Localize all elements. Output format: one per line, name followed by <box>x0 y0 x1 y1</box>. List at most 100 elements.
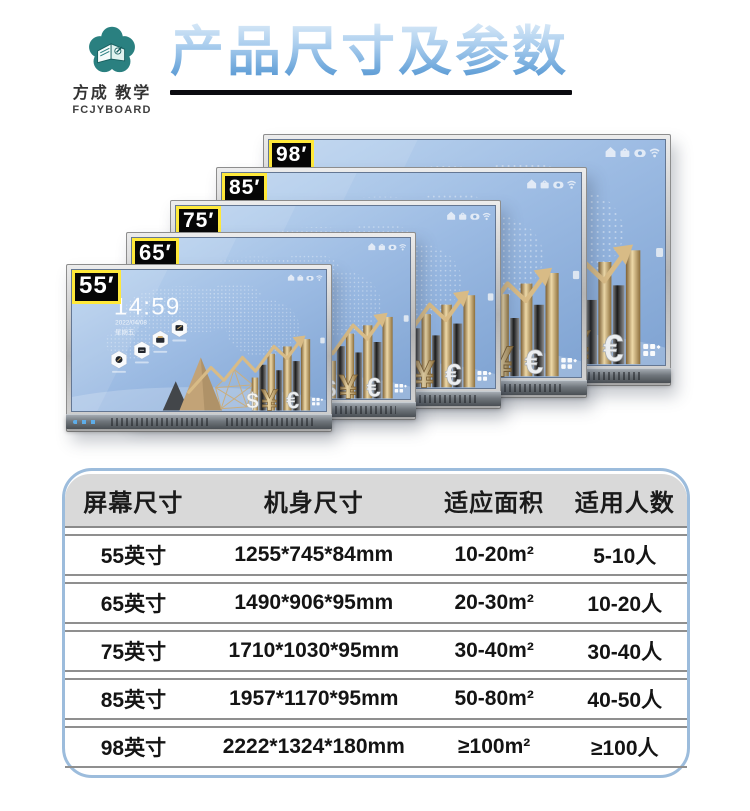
wifi-icon <box>399 244 407 251</box>
open-book-icon <box>97 43 126 64</box>
tan-pyramid <box>179 357 223 411</box>
currency-symbols: $ ¥ € <box>246 383 300 411</box>
svg-text:14:59: 14:59 <box>114 294 181 321</box>
side-button <box>572 270 580 280</box>
brand-name-cn: 方成 教学 <box>72 85 152 102</box>
column-header: 适用人数 <box>574 489 675 517</box>
wifi-icon <box>649 148 660 158</box>
table-cell: 10-20人 <box>587 593 663 616</box>
gold-bars <box>328 316 393 399</box>
side-button <box>487 293 494 301</box>
table-cell: 55英寸 <box>100 545 167 568</box>
dark-pyramid <box>162 381 189 411</box>
brand-name-en: FCJYBOARD <box>72 104 152 116</box>
status-icons <box>527 179 577 189</box>
app-grid-icon <box>312 397 324 406</box>
table-cell: 10-20m² <box>454 543 534 566</box>
svg-text:€: € <box>525 343 544 377</box>
svg-text:星期五: 星期五 <box>115 329 134 337</box>
table-cell: 40-50人 <box>587 689 663 712</box>
app-grid-icon <box>561 357 577 369</box>
trend-arrow <box>187 339 302 394</box>
gold-bars <box>251 339 311 411</box>
table-row: 65英寸 1490*906*95mm 20-30m² 10-20人 <box>65 582 687 624</box>
display-speaker-bar <box>66 414 332 429</box>
svg-text:2022/04/08: 2022/04/08 <box>115 320 147 327</box>
table-row: 75英寸 1710*1030*95mm 30-40m² 30-40人 <box>65 630 687 672</box>
side-button <box>403 315 409 322</box>
table-cell: 1710*1030*95mm <box>228 639 400 662</box>
wifi-icon <box>316 275 323 281</box>
side-button <box>320 337 325 344</box>
bag-icon <box>540 180 549 189</box>
table-row: 85英寸 1957*1170*95mm 50-80m² 40-50人 <box>65 678 687 720</box>
column-header: 适应面积 <box>444 489 545 517</box>
table-cell: ≥100m² <box>458 735 531 758</box>
table-cell: ≥100人 <box>590 737 659 760</box>
camera-icon <box>634 149 646 157</box>
home-icon <box>287 274 295 281</box>
title-underline <box>170 89 572 95</box>
spec-table: 屏幕尺寸 机身尺寸 适应面积 适用人数 55英寸 1255*745*84mm 10-… <box>62 468 690 778</box>
svg-text:€: € <box>366 372 381 399</box>
table-cell: 30-40人 <box>587 641 663 664</box>
table-cell: 85英寸 <box>100 689 167 712</box>
home-icon <box>368 243 376 251</box>
svg-text:$: $ <box>246 389 258 411</box>
camera-icon <box>306 275 314 281</box>
column-header: 机身尺寸 <box>263 489 364 517</box>
spec-table-body: 55英寸 1255*745*84mm 10-20m² 5-10人 65英寸 1490*90… <box>65 534 687 768</box>
table-cell: 98英寸 <box>100 737 167 760</box>
svg-text:¥: ¥ <box>413 353 435 388</box>
table-header-row: 屏幕尺寸 机身尺寸 适应面积 适用人数 <box>65 474 687 528</box>
status-icons <box>605 147 660 158</box>
svg-text:€: € <box>445 358 462 388</box>
display-55-inch: 14:59 2022/04/08 星期五 <box>66 264 332 432</box>
svg-text:€: € <box>603 328 624 365</box>
table-cell: 30-40m² <box>454 639 534 662</box>
title-block: 产品尺寸及参数 <box>170 20 580 95</box>
status-icons <box>287 274 323 281</box>
camera-icon <box>388 244 397 251</box>
table-cell: 1957*1170*95mm <box>229 687 399 710</box>
table-cell: 20-30m² <box>454 591 534 614</box>
wifi-icon <box>567 180 577 189</box>
bag-icon <box>297 275 304 281</box>
table-cell: 75英寸 <box>100 641 167 664</box>
app-grid-icon <box>643 344 661 356</box>
svg-text:€: € <box>286 388 299 411</box>
camera-icon <box>553 181 564 189</box>
table-cell: 1490*906*95mm <box>234 591 394 614</box>
app-grid-icon <box>477 371 492 381</box>
table-cell: 65英寸 <box>100 593 167 616</box>
table-cell: 2222*1324*180mm <box>222 735 405 758</box>
app-hexagon-icons <box>110 319 188 373</box>
bag-icon <box>620 148 630 157</box>
display-size-label: 75′ <box>176 206 222 237</box>
table-cell: 1255*745*84mm <box>234 543 394 566</box>
display-size-label: 55′ <box>72 270 122 304</box>
home-icon <box>605 147 616 157</box>
status-icons <box>368 243 407 251</box>
table-cell: 50-80m² <box>454 687 534 710</box>
column-header: 屏幕尺寸 <box>83 489 184 517</box>
brand-flower-icon <box>89 26 135 73</box>
table-row: 98英寸 2222*1324*180mm ≥100m² ≥100人 <box>65 726 687 768</box>
display-size-label: 85′ <box>222 173 268 204</box>
table-cell: 5-10人 <box>593 545 657 568</box>
side-button <box>656 248 664 257</box>
camera-icon <box>470 213 480 220</box>
page-title: 产品尺寸及参数 <box>170 20 580 85</box>
clock-widget: 14:59 2022/04/08 星期五 <box>114 294 181 337</box>
wifi-icon <box>482 212 491 221</box>
bag-icon <box>459 212 467 220</box>
indicator-leds <box>73 420 97 424</box>
status-icons <box>447 211 491 221</box>
home-icon <box>527 179 537 189</box>
finance-chart-graphic: $ ¥ € <box>162 335 311 411</box>
svg-text:¥: ¥ <box>339 368 358 399</box>
brand-logo: 方成 教学 FCJYBOARD <box>56 24 168 116</box>
app-grid-icon <box>394 383 407 393</box>
home-icon <box>447 211 456 220</box>
bag-icon <box>378 243 385 251</box>
